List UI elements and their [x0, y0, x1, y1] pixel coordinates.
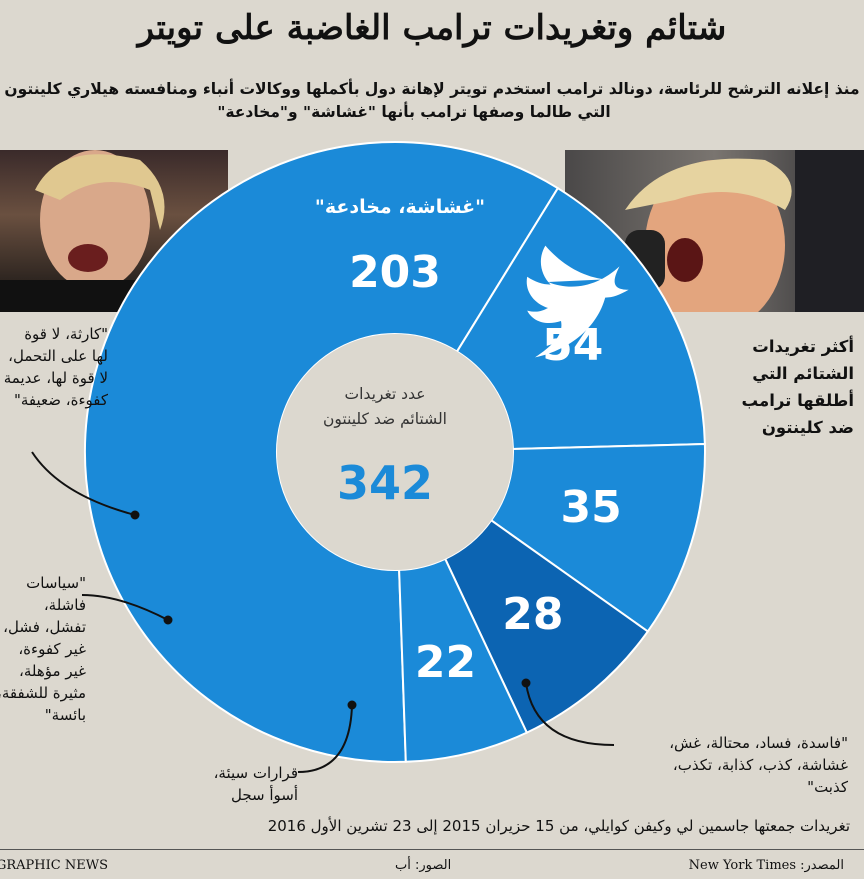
category-label-22: "كارثة، لا قوة لها على التحمل، لا قوة له…	[3, 325, 108, 409]
center-total: 342	[336, 456, 434, 510]
segment-value-35: 35	[560, 482, 621, 533]
arrow-22	[31, 451, 136, 516]
data-note: تغريدات جمعتها جاسمين لي وكيفن كوايلي، م…	[267, 817, 850, 835]
category-label-28: "سياسات فاشلة، تفشل، فشل، غير كفوءة، غير…	[0, 574, 86, 724]
trump-callout: أكثر تغريدات الشتائم التي أطلقها ترامب ض…	[741, 337, 854, 437]
agency-credit: GRAPHIC NEWS	[0, 858, 108, 873]
trump-photo	[565, 150, 864, 312]
page-title: شتائم وتغريدات ترامب الغاضبة على تويتر	[137, 8, 727, 48]
arrow-54	[525, 682, 615, 746]
footer-divider	[0, 849, 864, 850]
center-label: عدد تغريدات الشتائم ضد كلينتون	[323, 385, 447, 428]
arrow-35	[297, 704, 353, 773]
donut-hole	[277, 334, 513, 570]
callout-arrows	[31, 451, 615, 773]
twitter-bird-icon	[526, 245, 629, 358]
arrow-22-head	[130, 510, 140, 520]
subtitle-line-2: التي طالما وصفها ترامب بأنها "غشاشة" و"م…	[217, 103, 611, 121]
arrow-35-head	[347, 700, 357, 710]
segment-inline-label: "غشاشة، مخادعة"	[314, 196, 486, 218]
source-credit: المصدر: New York Times	[688, 858, 844, 873]
arrow-28-head	[163, 615, 173, 625]
photo-credit: الصور: أب	[395, 858, 452, 873]
arrow-28	[81, 594, 169, 621]
subtitle-line-1: منذ إعلانه الترشح للرئاسة، دونالد ترامب …	[4, 80, 860, 98]
segment-value-203: 203	[349, 247, 441, 298]
category-label-35: قرارات سيئة، أسوأ سجل	[213, 764, 298, 804]
arrow-54-head	[521, 678, 531, 688]
category-label-54: "فاسدة، فساد، محتالة، غش، غشاشة، كذب، كذ…	[669, 734, 848, 796]
segment-value-22: 22	[415, 637, 476, 688]
segment-value-28: 28	[502, 589, 563, 640]
